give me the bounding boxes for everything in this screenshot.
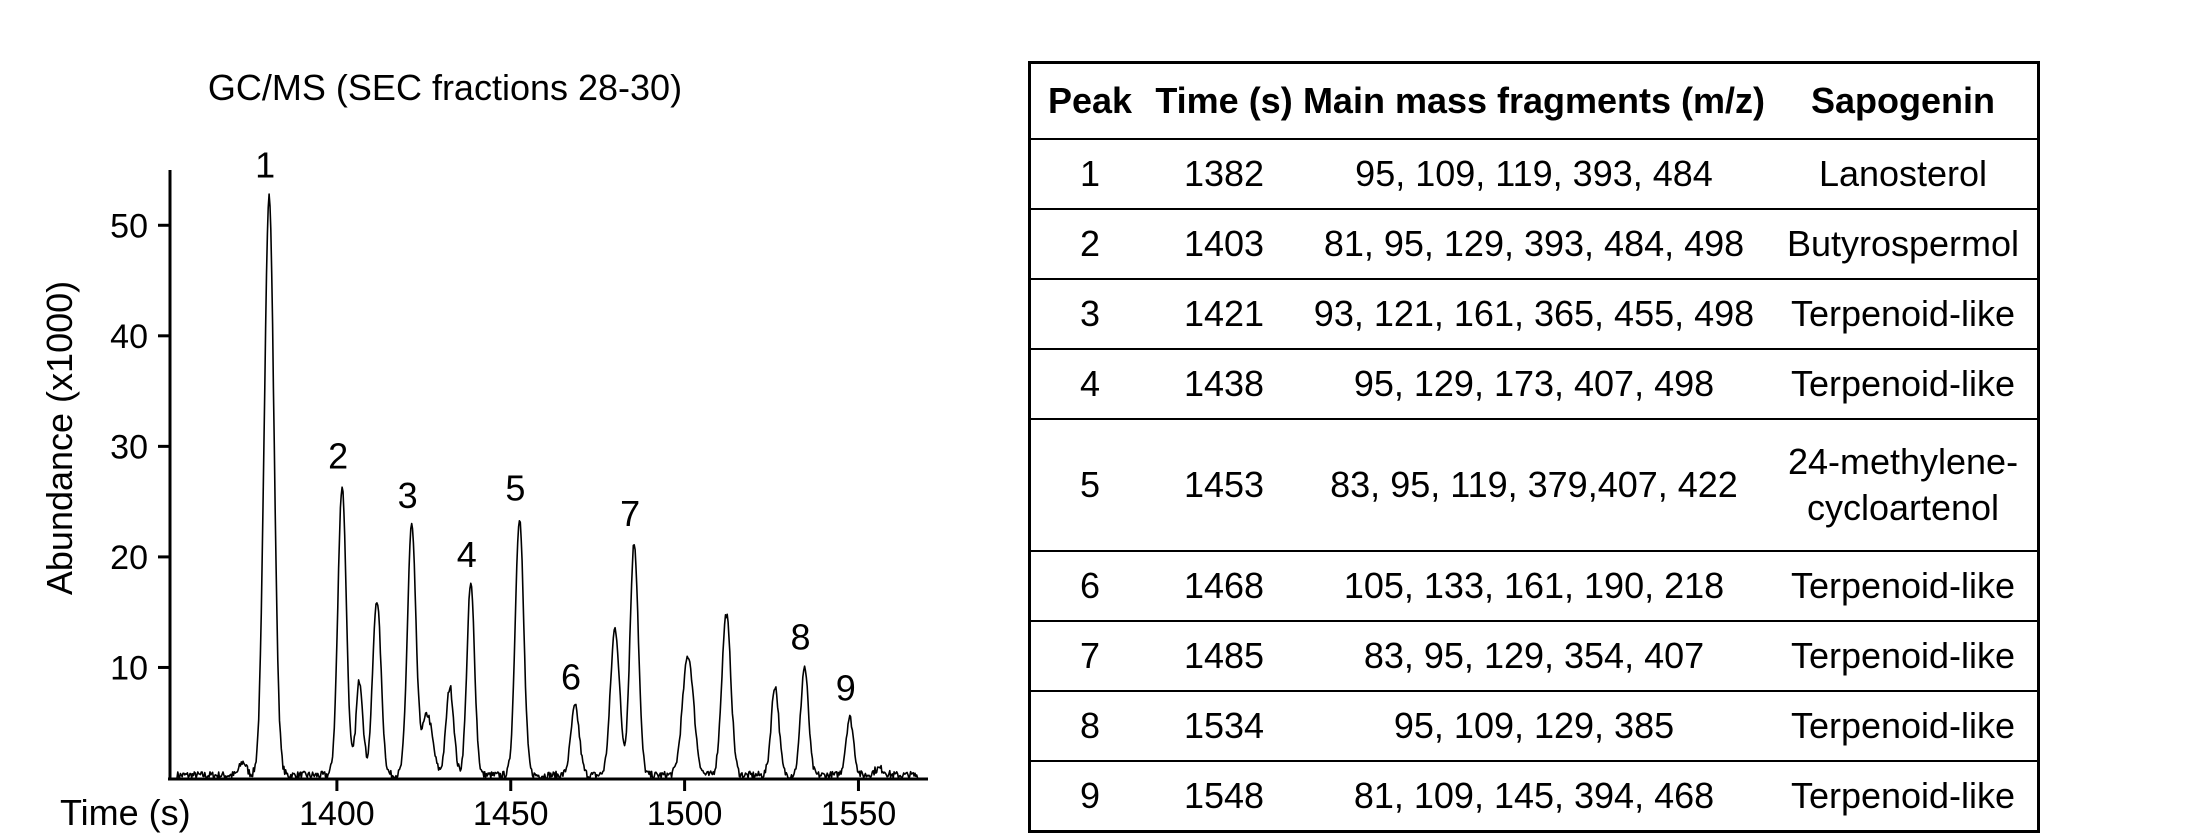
cell-time: 1534 [1149, 690, 1299, 761]
y-tick-label: 10 [110, 649, 148, 687]
sapogenin-line: Butyrospermol [1786, 223, 2020, 264]
y-tick-label: 30 [110, 428, 148, 466]
x-tick-label: 1550 [821, 795, 897, 833]
y-axis-label: Abundance (x1000) [39, 281, 80, 595]
cell-time: 1421 [1149, 278, 1299, 349]
cell-fragments: 95, 129, 173, 407, 498 [1299, 348, 1769, 419]
sapogenin-line: Terpenoid-like [1790, 705, 2016, 746]
cell-time: 1438 [1149, 348, 1299, 419]
cell-sapogenin: Terpenoid-like [1769, 348, 2039, 419]
y-tick-label: 50 [110, 207, 148, 245]
table-row: 4 1438 95, 129, 173, 407, 498 Terpenoid-… [1029, 348, 2039, 419]
table-row: 1 1382 95, 109, 119, 393, 484 Lanosterol [1029, 138, 2039, 209]
table-row: 2 1403 81, 95, 129, 393, 484, 498 Butyro… [1029, 208, 2039, 279]
cell-time: 1382 [1149, 138, 1299, 209]
cell-fragments: 95, 109, 129, 385 [1299, 690, 1769, 761]
peak-label: 3 [398, 475, 418, 516]
cell-fragments: 83, 95, 129, 354, 407 [1299, 620, 1769, 691]
table-row: 9 1548 81, 109, 145, 394, 468 Terpenoid-… [1029, 760, 2039, 832]
sapogenin-line: Terpenoid-like [1790, 293, 2016, 334]
chromatogram-chart: GC/MS (SEC fractions 28-30) Abundance (x… [39, 67, 928, 833]
x-tick-label: 1400 [299, 795, 375, 833]
cell-fragments: 81, 95, 129, 393, 484, 498 [1299, 208, 1769, 279]
sapogenin-line: Terpenoid-like [1790, 363, 2016, 404]
tick-marks: 10 20 30 40 50 1400 1450 1500 1550 [110, 207, 896, 833]
cell-fragments: 95, 109, 119, 393, 484 [1299, 138, 1769, 209]
cell-time: 1468 [1149, 550, 1299, 621]
cell-peak: 7 [1029, 620, 1149, 691]
sapogenin-line: Lanosterol [1818, 153, 1988, 194]
sapogenin-line: Terpenoid-like [1790, 775, 2016, 816]
cell-peak: 8 [1029, 690, 1149, 761]
peak-label: 5 [505, 467, 525, 508]
cell-sapogenin: Terpenoid-like [1769, 620, 2039, 691]
sapogenin-line: cycloartenol [1806, 487, 2000, 528]
table-row: 5 1453 83, 95, 119, 379,407, 422 24-meth… [1029, 418, 2039, 551]
cell-peak: 3 [1029, 278, 1149, 349]
peak-label: 1 [255, 145, 275, 186]
y-tick-label: 40 [110, 318, 148, 356]
cell-sapogenin: Terpenoid-like [1769, 550, 2039, 621]
x-tick-label: 1500 [647, 795, 723, 833]
sapogenin-line: Terpenoid-like [1790, 635, 2016, 676]
cell-peak: 2 [1029, 208, 1149, 279]
peak-labels: 1 2 345 6 7 89 [255, 145, 856, 709]
header-peak: Peak [1029, 62, 1149, 140]
cell-sapogenin: 24-methylene- cycloartenol [1769, 418, 2039, 551]
peak-label: 8 [791, 617, 811, 658]
peak-label: 9 [836, 668, 856, 709]
cell-sapogenin: Lanosterol [1769, 138, 2039, 209]
header-time: Time (s) [1149, 62, 1299, 140]
peak-label: 4 [457, 534, 477, 575]
cell-time: 1403 [1149, 208, 1299, 279]
y-tick-label: 20 [110, 539, 148, 577]
cell-sapogenin: Terpenoid-like [1769, 690, 2039, 761]
cell-peak: 6 [1029, 550, 1149, 621]
cell-peak: 1 [1029, 138, 1149, 209]
cell-time: 1485 [1149, 620, 1299, 691]
cell-peak: 4 [1029, 348, 1149, 419]
header-sapogenin: Sapogenin [1769, 62, 2039, 140]
table-row: 6 1468 105, 133, 161, 190, 218 Terpenoid… [1029, 550, 2039, 621]
cell-peak: 5 [1029, 418, 1149, 551]
cell-fragments: 93, 121, 161, 365, 455, 498 [1299, 278, 1769, 349]
sapogenin-line: Terpenoid-like [1790, 565, 2016, 606]
mass-fragment-table-panel: Peak Time (s) Main mass fragments (m/z) … [1028, 61, 2040, 833]
peak-label: 6 [561, 656, 581, 697]
cell-fragments: 81, 109, 145, 394, 468 [1299, 760, 1769, 832]
chromatogram-trace [176, 193, 919, 779]
table-row: 7 1485 83, 95, 129, 354, 407 Terpenoid-l… [1029, 620, 2039, 691]
peak-label: 7 [620, 493, 640, 534]
peak-label: 2 [328, 435, 348, 476]
cell-sapogenin: Butyrospermol [1769, 208, 2039, 279]
cell-sapogenin: Terpenoid-like [1769, 760, 2039, 832]
cell-peak: 9 [1029, 760, 1149, 832]
table-header-row: Peak Time (s) Main mass fragments (m/z) … [1029, 62, 2039, 140]
chart-title: GC/MS (SEC fractions 28-30) [208, 67, 682, 108]
cell-sapogenin: Terpenoid-like [1769, 278, 2039, 349]
mass-fragment-table: Peak Time (s) Main mass fragments (m/z) … [1028, 61, 2040, 833]
x-axis-label: Time (s) [60, 792, 191, 833]
chromatogram-panel: GC/MS (SEC fractions 28-30) Abundance (x… [0, 0, 960, 834]
x-tick-label: 1450 [473, 795, 549, 833]
cell-fragments: 83, 95, 119, 379,407, 422 [1299, 418, 1769, 551]
sapogenin-line: 24-methylene- [1787, 441, 2019, 482]
cell-time: 1548 [1149, 760, 1299, 832]
table-row: 3 1421 93, 121, 161, 365, 455, 498 Terpe… [1029, 278, 2039, 349]
header-fragments: Main mass fragments (m/z) [1299, 62, 1769, 140]
cell-time: 1453 [1149, 418, 1299, 551]
table-row: 8 1534 95, 109, 129, 385 Terpenoid-like [1029, 690, 2039, 761]
cell-fragments: 105, 133, 161, 190, 218 [1299, 550, 1769, 621]
